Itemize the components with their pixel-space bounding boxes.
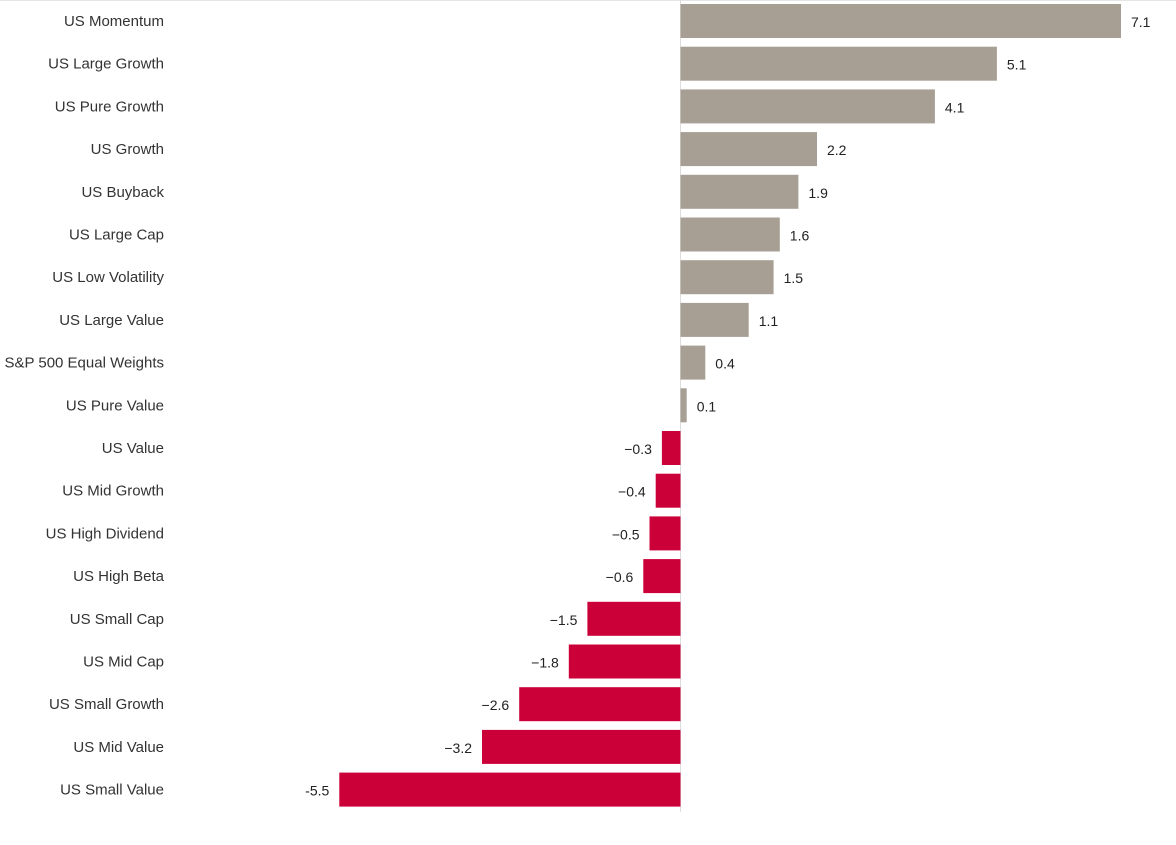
category-label: US Low Volatility [52, 269, 164, 286]
value-label: 4.1 [945, 99, 965, 115]
value-label: 7.1 [1131, 14, 1151, 30]
value-label: -5.5 [305, 783, 329, 799]
bar [568, 644, 681, 679]
value-label: −3.2 [444, 740, 472, 756]
value-label: 5.1 [1007, 57, 1027, 73]
value-label: −0.3 [624, 441, 652, 457]
bar [680, 217, 780, 252]
bar [680, 4, 1121, 38]
category-label: S&P 500 Equal Weights [4, 355, 164, 372]
value-label: −0.6 [606, 569, 634, 585]
bar [649, 516, 681, 551]
category-label: US Value [102, 440, 164, 457]
value-label: −1.8 [531, 655, 559, 671]
bar [643, 559, 681, 594]
category-label: US Large Cap [69, 227, 164, 244]
bar [680, 89, 935, 124]
bar [680, 132, 817, 167]
value-label: 1.6 [790, 228, 810, 244]
bar [482, 729, 681, 764]
value-label: −2.6 [482, 697, 510, 713]
value-label: 1.5 [784, 270, 804, 286]
category-label: US Buyback [81, 184, 164, 201]
bar [655, 473, 681, 508]
category-label: US Small Value [60, 782, 164, 799]
bar [587, 601, 681, 636]
bar [680, 302, 749, 337]
value-label: 0.4 [715, 356, 735, 372]
category-labels-group: US Momentum US Large Growth US Pure Growth… [4, 13, 164, 799]
value-label: 0.1 [697, 398, 717, 414]
category-label: US Momentum [64, 13, 164, 30]
category-label: US Mid Growth [62, 483, 164, 500]
value-label: 1.1 [759, 313, 779, 329]
category-label: US Pure Value [66, 397, 164, 414]
bar [519, 687, 681, 722]
bar [339, 772, 681, 807]
bar [680, 46, 997, 81]
category-label: US Small Cap [70, 611, 164, 628]
value-label: −1.5 [550, 612, 578, 628]
bar [680, 174, 799, 209]
category-label: US Growth [91, 141, 164, 158]
value-labels-group: 7.1 5.1 4.1 2.2 1.9 1.6 1.5 1.1 0.4 0.1 −0.3 −0.4 −0… [305, 14, 1151, 799]
bar [680, 260, 774, 295]
category-label: US Large Growth [48, 56, 164, 73]
value-label: 1.9 [808, 185, 828, 201]
bars-group [339, 4, 1121, 807]
value-label: 2.2 [827, 142, 847, 158]
category-label: US High Dividend [46, 525, 164, 542]
category-label: US Small Growth [49, 696, 164, 713]
category-label: US Large Value [59, 312, 164, 329]
category-label: US High Beta [73, 568, 165, 585]
bar [680, 345, 706, 380]
bar [661, 431, 681, 465]
category-label: US Pure Growth [55, 98, 164, 115]
value-label: −0.4 [618, 484, 646, 500]
value-label: −0.5 [612, 526, 640, 542]
category-label: US Mid Cap [83, 654, 164, 671]
category-label: US Mid Value [73, 739, 164, 756]
bar [680, 388, 687, 423]
